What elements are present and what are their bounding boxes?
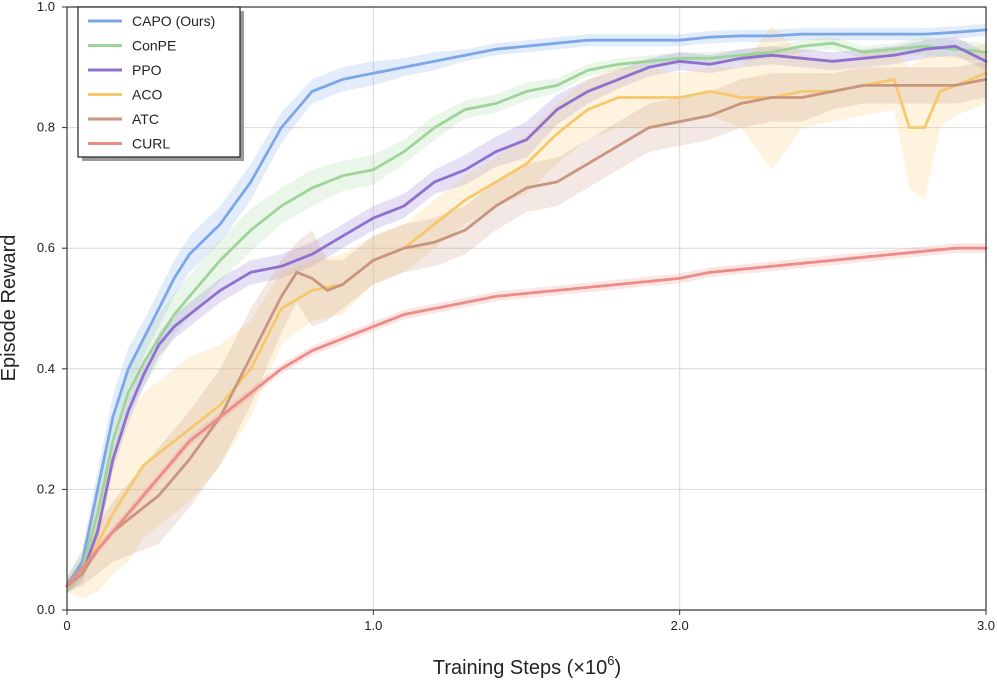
series-line-ppo [65, 44, 988, 588]
legend: CAPO (Ours) ConPE PPO ACO ATC CURL [77, 6, 244, 161]
y-tick-label-2: 0.4 [37, 361, 55, 376]
series-lines [65, 28, 988, 588]
y-tick-label-0: 0.0 [37, 602, 55, 617]
y-tick-label-1: 0.2 [37, 481, 55, 496]
series-line-atc [65, 78, 988, 588]
legend-label-curl: CURL [132, 136, 170, 152]
x-axis-title: Training Steps (×106) [433, 653, 621, 679]
legend-label-ppo: PPO [132, 62, 162, 78]
x-axis-ticks: 0 1.0 2.0 3.0 [63, 610, 995, 633]
legend-label-conpe: ConPE [132, 38, 176, 54]
series-line-conpe [65, 41, 988, 588]
plot-frame [66, 6, 987, 611]
legend-items: CAPO (Ours) ConPE PPO ACO ATC CURL [88, 13, 215, 152]
x-axis-title-suffix: ) [614, 657, 621, 679]
x-tick-label-3: 3.0 [977, 618, 995, 633]
legend-label-atc: ATC [132, 111, 159, 127]
y-tick-label-4: 0.8 [37, 120, 55, 135]
y-axis-title: Episode Reward [0, 235, 20, 382]
legend-label-capo-ours: CAPO (Ours) [132, 13, 215, 29]
y-tick-label-5: 1.0 [37, 0, 55, 14]
x-tick-label-0: 0 [63, 618, 70, 633]
x-tick-label-1: 1.0 [364, 618, 382, 633]
series-band-atc [67, 61, 986, 592]
legend-label-aco: ACO [132, 87, 162, 103]
series-line-curl [65, 246, 988, 588]
y-axis-ticks: 0.0 0.2 0.4 0.6 0.8 1.0 [37, 0, 67, 617]
y-tick-label-3: 0.6 [37, 240, 55, 255]
series-line-capo-ours [65, 28, 988, 588]
x-axis-title-main: Training Steps (×10 [433, 657, 607, 679]
series-band-ppo [67, 37, 986, 592]
x-tick-label-2: 2.0 [671, 618, 689, 633]
x-axis-title-exponent: 6 [607, 653, 614, 668]
legend-box [77, 6, 241, 158]
